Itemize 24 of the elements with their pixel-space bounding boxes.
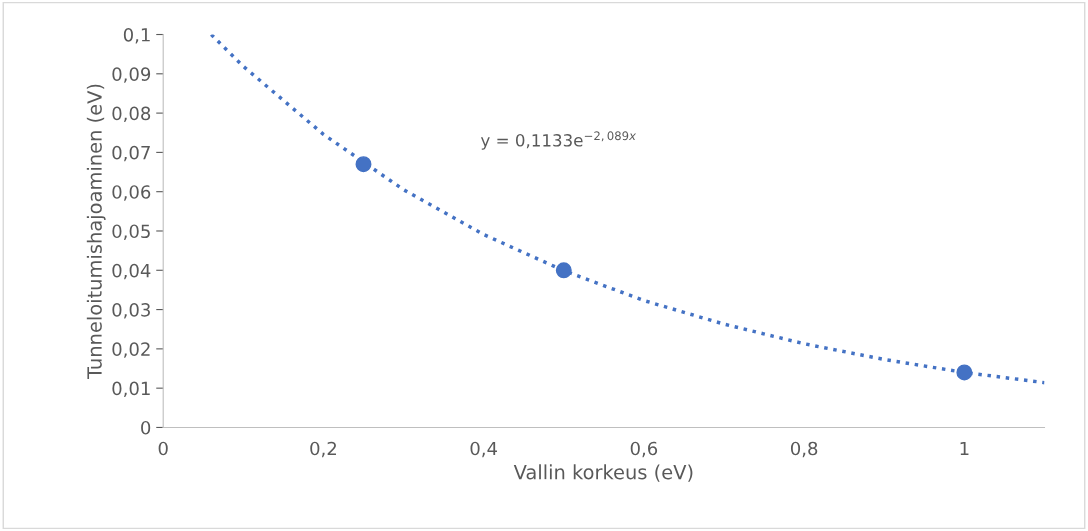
- x-tick-label: 0,8: [790, 441, 818, 458]
- point: [355, 156, 372, 173]
- y-tick-label: 0,02: [112, 342, 150, 358]
- y-tick-label: 0,09: [112, 67, 151, 83]
- y-tick-label: 0,01: [112, 381, 150, 398]
- y-tick-label: 0,04: [112, 263, 151, 280]
- y-axis-title: Tunneloitumishajoaminen (eV): [86, 84, 106, 380]
- y-tick-label: 0,08: [112, 106, 151, 123]
- x-tick-label: 0,6: [630, 441, 658, 458]
- y-tick-label: 0,07: [112, 145, 150, 162]
- x-axis-title: Vallin korkeus (eV): [513, 464, 693, 482]
- x-tick-label: 1: [960, 441, 969, 456]
- y-tick-label: 0: [141, 420, 151, 435]
- y-tick-label: 0,1: [123, 27, 150, 44]
- annotation: y = 0,1133e$^{−2,089x}$: [480, 131, 637, 150]
- y-tick-label: 0,06: [112, 185, 151, 201]
- point: [956, 364, 973, 381]
- x-tick-label: 0,4: [470, 441, 498, 458]
- line-series: [209, 34, 1045, 385]
- y-tick-label: 0,03: [112, 303, 150, 319]
- y-tick-label: 0,05: [112, 224, 150, 240]
- x-tick-label: 0,2: [310, 441, 336, 458]
- x-tick-label: 0: [158, 441, 168, 456]
- point: [555, 262, 572, 279]
